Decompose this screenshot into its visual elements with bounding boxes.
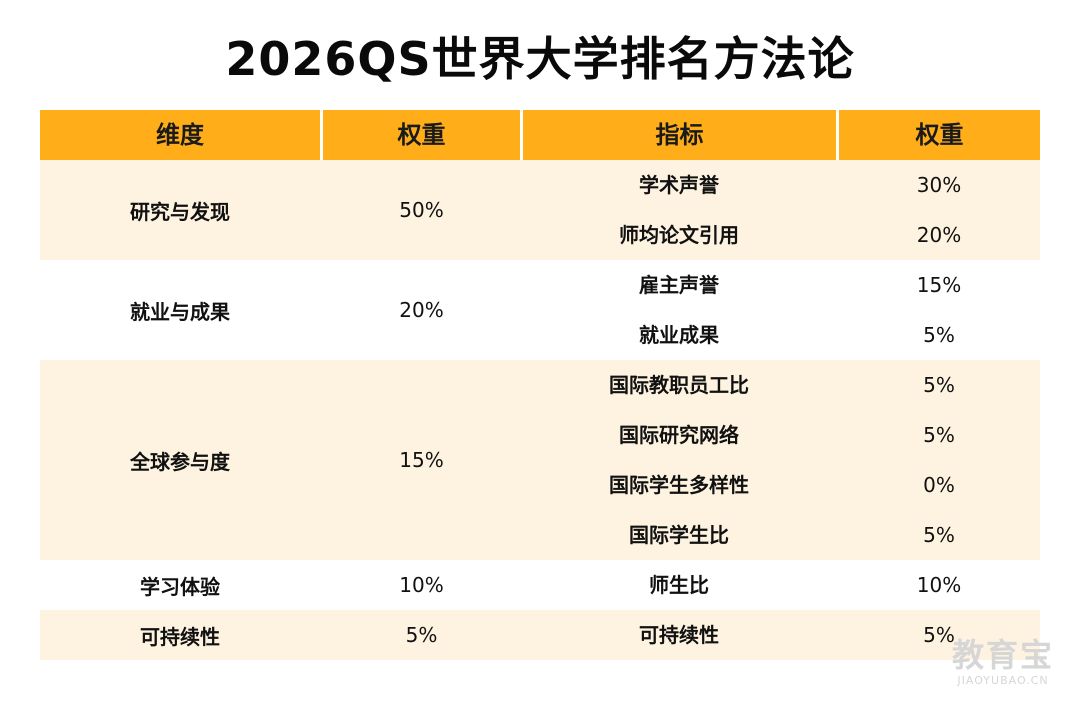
indicator-weight: 5%: [923, 623, 955, 647]
indicator-name: 师均论文引用: [619, 223, 739, 247]
dimension-weight: 20%: [399, 298, 444, 322]
indicator-name: 国际教职员工比: [609, 373, 749, 397]
indicator-row: 可持续性 5%: [522, 610, 1040, 660]
indicator-row: 国际学生比 5%: [522, 510, 1040, 560]
dimension-name: 全球参与度: [130, 449, 230, 474]
dimension-group: 就业与成果 20% 雇主声誉 15% 就业成果 5%: [40, 260, 1040, 360]
header-cell-indicator: 指标: [523, 110, 836, 160]
indicator-list: 国际教职员工比 5% 国际研究网络 5% 国际学生多样性 0% 国际学生比 5%: [522, 360, 1040, 560]
header-cell-indicator-weight: 权重: [839, 110, 1040, 160]
indicator-weight: 5%: [923, 323, 955, 347]
indicator-name: 师生比: [649, 573, 709, 597]
watermark-main: 教育宝: [951, 636, 1054, 674]
indicator-weight: 5%: [923, 423, 955, 447]
watermark-logo: 教育宝 JIAOYUBAO.CN: [938, 636, 1068, 688]
dimension-name: 可持续性: [140, 624, 220, 649]
indicator-weight: 20%: [916, 223, 962, 247]
indicator-name: 雇主声誉: [639, 273, 719, 297]
dimension-group: 可持续性 5% 可持续性 5%: [40, 610, 1040, 660]
dimension-weight: 50%: [399, 198, 444, 222]
indicator-name: 国际学生比: [629, 523, 729, 547]
table-header: 维度 权重 指标 权重: [40, 110, 1040, 160]
indicator-name: 国际学生多样性: [609, 473, 749, 497]
indicator-list: 雇主声誉 15% 就业成果 5%: [522, 260, 1040, 360]
dimension-weight: 5%: [405, 623, 438, 647]
indicator-name: 学术声誉: [639, 173, 719, 197]
methodology-table: 维度 权重 指标 权重 研究与发现 50% 学术声誉 30% 师均论文引用 20% 就业与成…: [40, 110, 1040, 660]
indicator-row: 雇主声誉 15%: [522, 260, 1040, 310]
indicator-name: 可持续性: [639, 623, 719, 647]
page-title: 2026QS世界大学排名方法论: [225, 32, 855, 86]
indicator-name: 就业成果: [639, 323, 719, 347]
indicator-name: 国际研究网络: [619, 423, 739, 447]
table-body: 研究与发现 50% 学术声誉 30% 师均论文引用 20% 就业与成果 20% 雇主声誉 15% 就…: [40, 160, 1040, 660]
dimension-weight: 10%: [399, 573, 444, 597]
header-cell-dimension-weight: 权重: [323, 110, 520, 160]
dimension-group: 全球参与度 15% 国际教职员工比 5% 国际研究网络 5% 国际学生多样性 0% 国际学生比 5…: [40, 360, 1040, 560]
indicator-weight: 15%: [916, 273, 962, 297]
dimension-name: 研究与发现: [130, 199, 230, 224]
indicator-weight: 5%: [923, 373, 955, 397]
indicator-row: 国际学生多样性 0%: [522, 460, 1040, 510]
indicator-list: 可持续性 5%: [522, 610, 1040, 660]
indicator-weight: 30%: [916, 173, 962, 197]
indicator-weight: 0%: [923, 473, 955, 497]
watermark-sub: JIAOYUBAO.CN: [957, 674, 1049, 687]
indicator-row: 国际教职员工比 5%: [522, 360, 1040, 410]
dimension-group: 学习体验 10% 师生比 10%: [40, 560, 1040, 610]
dimension-name: 学习体验: [140, 574, 220, 599]
dimension-weight: 15%: [399, 448, 444, 472]
indicator-row: 师均论文引用 20%: [522, 210, 1040, 260]
header-cell-dimension: 维度: [40, 110, 320, 160]
indicator-row: 师生比 10%: [522, 560, 1040, 610]
indicator-row: 就业成果 5%: [522, 310, 1040, 360]
dimension-group: 研究与发现 50% 学术声誉 30% 师均论文引用 20%: [40, 160, 1040, 260]
indicator-weight: 5%: [923, 523, 955, 547]
indicator-list: 学术声誉 30% 师均论文引用 20%: [522, 160, 1040, 260]
indicator-weight: 10%: [916, 573, 962, 597]
indicator-row: 学术声誉 30%: [522, 160, 1040, 210]
indicator-list: 师生比 10%: [522, 560, 1040, 610]
indicator-row: 国际研究网络 5%: [522, 410, 1040, 460]
dimension-name: 就业与成果: [130, 299, 230, 324]
